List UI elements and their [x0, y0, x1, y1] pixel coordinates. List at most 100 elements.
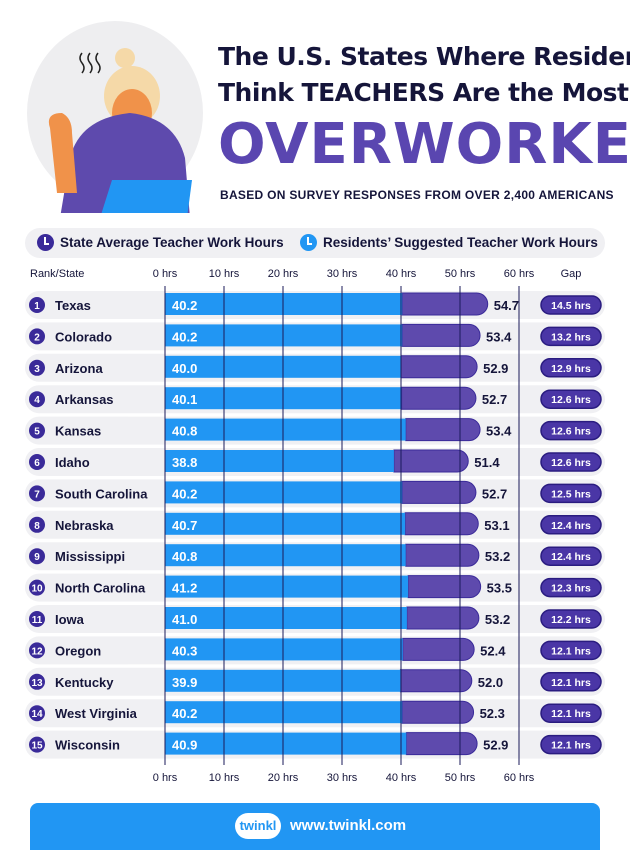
average-hours-label: 54.7	[494, 298, 519, 313]
average-hours-label: 52.0	[478, 675, 503, 690]
average-hours-bar	[401, 700, 474, 724]
x-tick-label-top: 0 hrs	[153, 268, 178, 280]
gap-value: 12.6 hrs	[551, 426, 591, 438]
suggested-hours-label: 40.8	[172, 424, 197, 439]
rank-number: 11	[32, 615, 43, 626]
gap-badge	[540, 452, 602, 472]
suggested-hours-label: 40.2	[172, 706, 197, 721]
average-hours-bar	[406, 606, 480, 630]
rank-badge	[29, 516, 45, 533]
rank-badge	[29, 328, 45, 345]
gap-badge	[540, 734, 602, 755]
title-line-2: Think TEACHERS Are the Most	[218, 78, 629, 107]
bar-chart: Rank/State Gap 0 hrs 0 hrs 10 hrs 10 hrs 20 hr…	[25, 268, 605, 784]
rank-number: 9	[34, 552, 40, 563]
average-hours-label: 52.7	[482, 392, 507, 407]
gap-value: 12.5 hrs	[551, 488, 591, 500]
gap-badge	[540, 546, 602, 566]
footer: twinkl www.twinkl.com	[30, 803, 600, 850]
average-hours-label: 53.5	[487, 581, 512, 596]
average-hours-bar	[401, 292, 489, 316]
average-hours-label: 51.4	[474, 455, 500, 470]
legend-label: State Average Teacher Work Hours	[60, 235, 284, 250]
tired-teacher-illustration	[27, 21, 203, 213]
average-hours-bar	[405, 543, 480, 567]
average-hours-bar	[405, 732, 478, 756]
rank-number: 6	[34, 458, 40, 469]
suggested-hours-label: 41.2	[172, 581, 197, 596]
legend-item-average: State Average Teacher Work Hours	[37, 234, 284, 251]
average-hours-label: 52.7	[482, 486, 507, 501]
x-tick-label-top: 50 hrs	[445, 268, 476, 280]
suggested-hours-bar	[165, 450, 394, 472]
gap-value: 12.1 hrs	[551, 677, 591, 689]
average-hours-label: 52.9	[483, 361, 508, 376]
suggested-hours-bar	[165, 575, 409, 598]
x-tick-label-top: 30 hrs	[327, 268, 358, 280]
x-tick-label-bottom: 10 hrs	[209, 772, 240, 784]
website-link[interactable]: www.twinkl.com	[290, 817, 407, 834]
gap-badge	[540, 515, 602, 535]
gap-badge	[540, 577, 602, 598]
state-name: Kentucky	[55, 675, 114, 690]
legend-label: Residents’ Suggested Teacher Work Hours	[323, 235, 598, 250]
suggested-hours-bar	[165, 544, 406, 567]
legend: State Average Teacher Work Hours Residen…	[25, 228, 605, 258]
average-hours-label: 52.4	[480, 643, 506, 658]
suggested-hours-label: 38.8	[172, 455, 197, 470]
rank-number: 2	[34, 332, 40, 343]
suggested-hours-bar	[165, 638, 403, 661]
average-hours-bar	[401, 386, 477, 410]
rank-number: 15	[31, 741, 43, 752]
suggested-hours-bar	[165, 512, 406, 535]
suggested-hours-label: 40.2	[172, 329, 197, 344]
x-tick-label-top: 60 hrs	[504, 268, 535, 280]
state-name: Mississippi	[55, 549, 125, 564]
title-highlight: OVERWORKED	[218, 112, 630, 177]
gap-badge	[540, 483, 602, 504]
gap-value: 12.1 hrs	[551, 740, 591, 752]
average-hours-bar	[393, 449, 469, 473]
clock-icon	[37, 234, 54, 251]
gap-badge	[540, 609, 602, 629]
rank-badge	[29, 736, 45, 753]
x-tick-label-bottom: 30 hrs	[327, 772, 358, 784]
rank-number: 14	[31, 709, 43, 720]
rank-badge	[29, 611, 45, 627]
rank-number: 10	[31, 584, 43, 595]
rank-badge	[29, 454, 45, 470]
suggested-hours-label: 41.0	[172, 612, 197, 627]
average-hours-bar	[400, 355, 478, 379]
average-hours-label: 53.4	[486, 329, 512, 344]
state-name: Nebraska	[55, 518, 114, 533]
gap-badge	[540, 640, 602, 661]
average-hours-label: 52.3	[480, 706, 505, 721]
gap-badge	[540, 420, 602, 441]
state-name: Iowa	[55, 612, 85, 627]
gap-value: 12.1 hrs	[551, 645, 591, 657]
rank-number: 12	[31, 646, 43, 657]
state-name: North Carolina	[55, 581, 146, 596]
average-hours-bar	[405, 418, 481, 442]
suggested-hours-bar	[165, 607, 407, 629]
twinkl-logo: twinkl	[235, 813, 281, 839]
state-name: Arkansas	[55, 392, 114, 407]
rank-badge	[29, 422, 45, 439]
state-name: Arizona	[55, 361, 103, 376]
x-tick-label-top: 10 hrs	[209, 268, 240, 280]
gap-value: 12.9 hrs	[551, 363, 591, 375]
rank-badge	[29, 297, 45, 313]
suggested-hours-bar	[165, 324, 403, 347]
gap-badge	[540, 389, 602, 409]
suggested-hours-bar	[165, 293, 403, 315]
clock-icon	[300, 234, 317, 251]
suggested-hours-label: 40.2	[172, 298, 197, 313]
suggested-hours-label: 40.7	[172, 518, 197, 533]
average-hours-label: 53.4	[486, 424, 512, 439]
suggested-hours-bar	[165, 418, 406, 441]
rank-badge	[29, 642, 45, 659]
suggested-hours-label: 40.3	[172, 643, 197, 658]
gap-value: 12.6 hrs	[551, 394, 591, 406]
suggested-hours-label: 40.1	[172, 392, 197, 407]
average-hours-bar	[399, 669, 473, 693]
